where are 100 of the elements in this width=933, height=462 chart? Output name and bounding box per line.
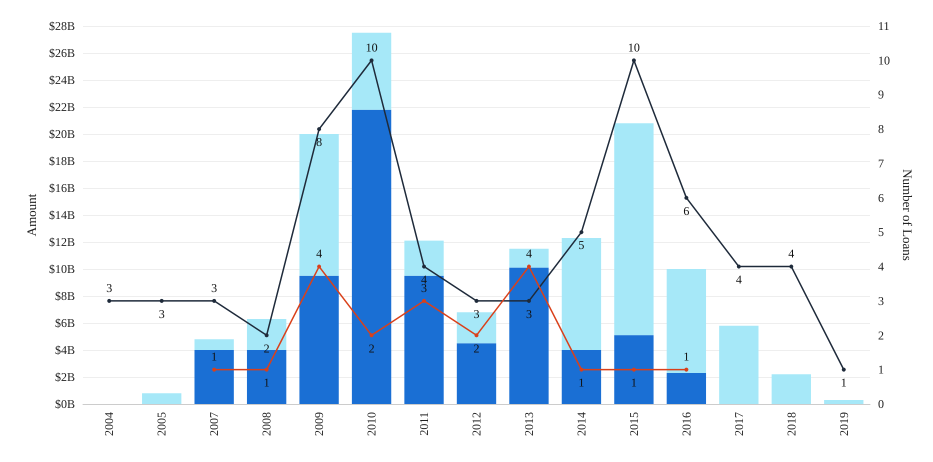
- x-tick-label: 2007: [207, 412, 222, 436]
- point: [526, 298, 531, 303]
- x-tick-label: 2016: [679, 412, 694, 436]
- y2-tick-label: 10: [878, 53, 890, 68]
- y-tick-label: $14B: [48, 208, 75, 222]
- y-tick-label: $20B: [48, 127, 75, 141]
- x-tick-label: 2010: [364, 412, 379, 436]
- bar: [456, 343, 496, 404]
- x-tick-label: 2004: [102, 412, 116, 436]
- y-tick-label: $24B: [48, 73, 75, 87]
- data-label: 1: [211, 350, 218, 364]
- point: [317, 264, 322, 269]
- bar: [404, 276, 444, 404]
- bar: [666, 372, 706, 404]
- point: [107, 298, 112, 303]
- bar: [562, 350, 602, 404]
- point: [579, 230, 584, 234]
- y2-axis-title: Number of Loans: [900, 169, 915, 261]
- data-label: 3: [474, 306, 480, 321]
- bar: [509, 268, 549, 404]
- point: [789, 264, 794, 269]
- data-label: 8: [316, 135, 322, 150]
- x-tick-label: 2019: [836, 412, 851, 436]
- bar: [614, 123, 654, 336]
- y2-tick-label: 4: [878, 260, 884, 274]
- point: [422, 298, 426, 303]
- x-tick-label: 2011: [417, 412, 432, 436]
- point: [370, 333, 374, 338]
- point: [212, 368, 216, 372]
- y-axis-title: Amount: [24, 193, 40, 236]
- point: [632, 58, 636, 62]
- x-tick-label: 2008: [260, 412, 274, 436]
- bar: [666, 269, 706, 373]
- x-tick-label: 2018: [784, 412, 798, 436]
- bar: [194, 350, 234, 404]
- bar: [352, 110, 392, 404]
- data-label: 3: [211, 280, 218, 295]
- y-tick-label: $28B: [48, 19, 75, 33]
- point: [474, 298, 478, 303]
- bar: [562, 238, 602, 350]
- bar: [772, 374, 811, 404]
- data-label: 6: [683, 204, 690, 218]
- point: [842, 368, 846, 372]
- y-tick-label: $22B: [48, 100, 75, 114]
- y-tick-label: $26B: [48, 46, 75, 60]
- data-label: 4: [736, 272, 742, 287]
- data-label: 1: [264, 376, 270, 390]
- point: [526, 264, 531, 269]
- bar: [509, 248, 549, 268]
- data-label: 10: [628, 40, 640, 54]
- y-tick-label: $0B: [54, 397, 75, 411]
- data-label: 2: [368, 341, 375, 356]
- bar: [299, 134, 339, 276]
- point: [684, 368, 688, 372]
- y2-tick-label: 0: [878, 397, 884, 411]
- point: [736, 264, 741, 269]
- data-label: 4: [316, 246, 322, 261]
- y-tick-label: $4B: [54, 343, 75, 357]
- data-label: 3: [158, 306, 165, 321]
- y2-tick-label: 9: [878, 88, 884, 102]
- point: [474, 333, 478, 338]
- data-label: 4: [788, 246, 794, 261]
- y2-tick-label: 6: [878, 190, 884, 205]
- y2-tick-label: 3: [878, 294, 884, 308]
- bar: [299, 276, 339, 404]
- point: [684, 196, 688, 200]
- y-tick-label: $6B: [54, 316, 75, 330]
- point: [264, 333, 269, 338]
- data-label: 10: [366, 40, 378, 54]
- x-tick-label: 2013: [522, 412, 536, 436]
- y2-tick-label: 1: [878, 362, 884, 377]
- data-label: 3: [526, 306, 532, 321]
- y2-tick-label: 7: [878, 156, 884, 170]
- point: [579, 368, 584, 372]
- bar: [142, 393, 182, 404]
- data-label: 5: [578, 238, 584, 252]
- x-tick-label: 2012: [470, 412, 484, 436]
- data-label: 1: [630, 376, 637, 390]
- data-label: 3: [106, 280, 112, 295]
- x-tick-label: 2017: [732, 412, 746, 436]
- x-tick-label: 2009: [312, 412, 326, 436]
- bar: [614, 335, 654, 404]
- data-label: 4: [526, 246, 532, 261]
- point: [212, 298, 216, 303]
- y-tick-label: $16B: [48, 181, 75, 195]
- y2-tick-label: 11: [878, 19, 890, 33]
- point: [632, 368, 636, 372]
- point: [370, 58, 374, 62]
- bar: [404, 240, 444, 276]
- data-label: 1: [578, 376, 584, 390]
- data-label: 1: [683, 350, 690, 364]
- y-tick-label: $10B: [48, 262, 75, 276]
- point: [317, 127, 322, 132]
- point: [422, 264, 426, 269]
- y2-tick-label: 2: [878, 328, 884, 342]
- y-tick-label: $2B: [54, 370, 75, 384]
- point: [264, 368, 269, 372]
- bar: [824, 400, 864, 404]
- bar: [719, 326, 759, 404]
- y-tick-label: $8B: [54, 289, 75, 303]
